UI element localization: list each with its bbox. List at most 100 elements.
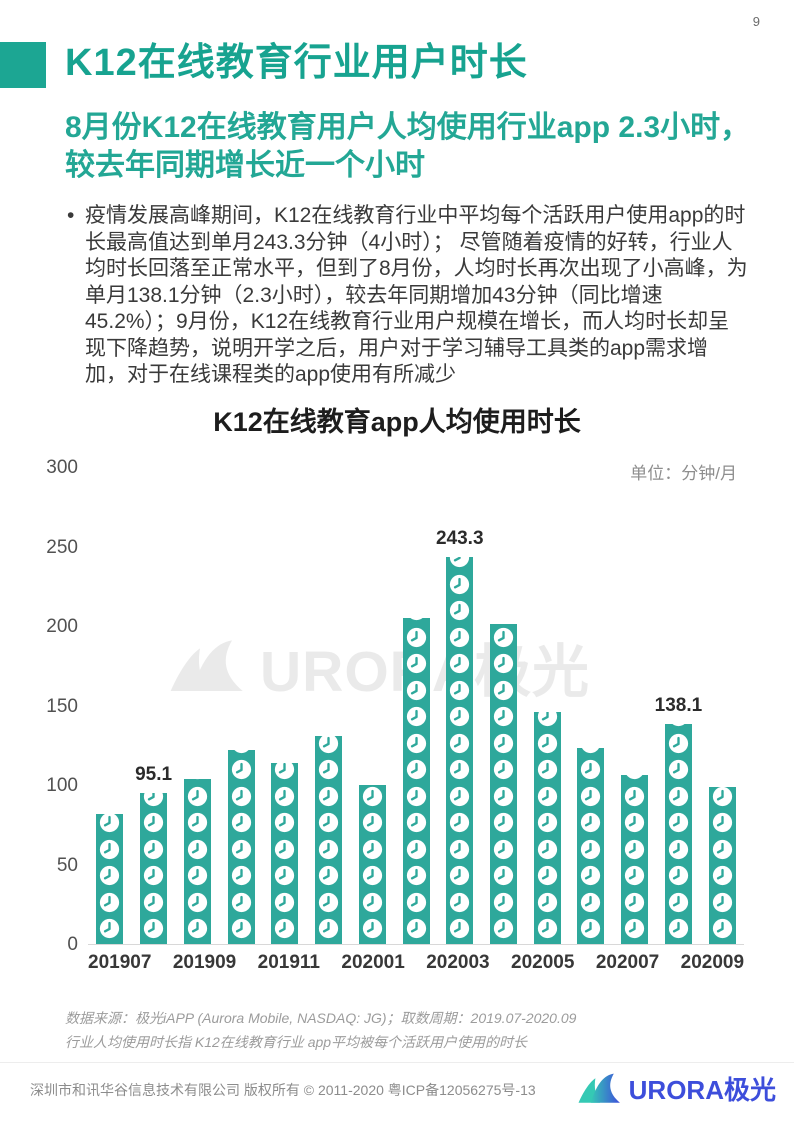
clock-icon: [493, 918, 514, 939]
y-tick-label: 150: [46, 695, 78, 717]
bar-201910: [227, 750, 255, 944]
clock-icon: [406, 706, 426, 727]
clock-icon: [450, 557, 470, 568]
bar-cell: [175, 468, 219, 944]
bar-cell: [700, 468, 744, 944]
bar-cell: [613, 468, 657, 944]
clock-icon: [406, 759, 426, 780]
clock-icon: [100, 892, 120, 912]
clock-icon: [406, 812, 426, 833]
bar-cell: 138.1: [654, 468, 703, 944]
footer-divider: [0, 1062, 794, 1063]
bar-202001: [358, 785, 386, 944]
clock-icon: [627, 775, 643, 780]
bar-201911: [271, 762, 299, 944]
clock-icon: [450, 680, 470, 700]
y-axis: 0 50 100 150 200 250 300: [18, 457, 78, 955]
clock-icon: [406, 653, 426, 674]
clock-icon: [187, 812, 207, 833]
clock-icon: [712, 918, 732, 939]
bar-cell: [569, 468, 613, 944]
clock-icon: [143, 839, 164, 859]
clock-icon: [406, 918, 426, 939]
clock-icon: [362, 839, 382, 859]
clock-icon: [450, 892, 470, 912]
clock-icon: [625, 812, 645, 833]
clock-icon: [493, 892, 514, 912]
bar-cell: 95.1: [132, 468, 176, 944]
clock-icon: [668, 759, 689, 780]
bar-202003: [446, 557, 474, 944]
bar-cell: [263, 468, 307, 944]
clock-icon: [231, 786, 251, 806]
clock-icon: [231, 759, 251, 780]
clock-icon: [187, 786, 207, 806]
clock-icon: [625, 786, 645, 806]
clock-icon: [537, 711, 557, 727]
clock-icon: [537, 839, 557, 859]
clock-icon: [493, 865, 514, 886]
bar-202002: [402, 618, 430, 944]
aurora-logo-text: URORA极光: [628, 1075, 776, 1105]
clock-icon: [450, 786, 470, 806]
clock-icon: [275, 918, 295, 939]
bar-value-label: 243.3: [435, 528, 484, 550]
bar-cell: 243.3: [435, 468, 484, 944]
clock-icon: [450, 600, 470, 621]
clock-icon: [318, 918, 339, 939]
clock-icon: [450, 733, 470, 753]
clock-icon: [672, 724, 684, 727]
clock-icon: [712, 892, 732, 912]
x-tick-label: 201911: [257, 952, 320, 973]
clock-icon: [275, 812, 295, 833]
clock-icon: [450, 918, 470, 939]
clock-icon: [275, 865, 295, 886]
bar-202005: [533, 711, 561, 944]
x-tick-cell: [659, 952, 680, 974]
clock-icon: [231, 892, 251, 912]
x-tick-label: 202001: [341, 952, 405, 973]
clock-icon: [493, 812, 514, 833]
clock-icon: [100, 865, 120, 886]
y-tick-label: 50: [56, 854, 78, 876]
aurora-logo-icon: [578, 1073, 620, 1103]
clock-icon: [582, 748, 599, 753]
body-paragraph: • 疫情发展高峰期间，K12在线教育行业中平均每个活跃用户使用app的时长最高值…: [65, 203, 749, 389]
clock-icon: [625, 839, 645, 859]
chart-title: K12在线教育app人均使用时长: [213, 407, 581, 437]
clock-icon: [493, 759, 514, 780]
clock-icon: [275, 839, 295, 859]
bar-cell: [88, 468, 132, 944]
clock-icon: [537, 733, 557, 753]
clock-icon: [450, 653, 470, 674]
clock-icon: [450, 627, 470, 647]
clock-icon: [406, 892, 426, 912]
clock-icon: [450, 574, 470, 594]
clock-icon: [318, 759, 339, 780]
clock-icon: [100, 839, 120, 859]
clock-icon: [187, 839, 207, 859]
footer-copyright: 深圳市和讯华谷信息技术有限公司 版权所有 © 2011-2020 粤ICP备12…: [30, 1082, 536, 1098]
title-accent-square: [0, 42, 46, 88]
y-tick-label: 250: [46, 536, 78, 558]
clock-icon: [625, 892, 645, 912]
clock-icon: [318, 839, 339, 859]
clock-icon: [537, 786, 557, 806]
clock-icon: [581, 812, 601, 833]
clock-icon: [143, 792, 164, 806]
bar-value-label: 138.1: [654, 695, 703, 717]
chart-unit-label: 单位：分钟/月: [630, 464, 737, 483]
clock-icon: [581, 839, 601, 859]
clock-icon: [187, 865, 207, 886]
clock-icon: [362, 786, 382, 806]
footnotes: 数据来源：极光iAPP (Aurora Mobile, NASDAQ: JG)；…: [65, 1006, 725, 1054]
clock-icon: [194, 778, 201, 780]
bar-cell: [350, 468, 394, 944]
bar-cell: [307, 468, 351, 944]
clock-icon: [668, 812, 689, 833]
clock-icon: [143, 865, 164, 886]
clock-icon: [143, 918, 164, 939]
clock-icon: [318, 812, 339, 833]
